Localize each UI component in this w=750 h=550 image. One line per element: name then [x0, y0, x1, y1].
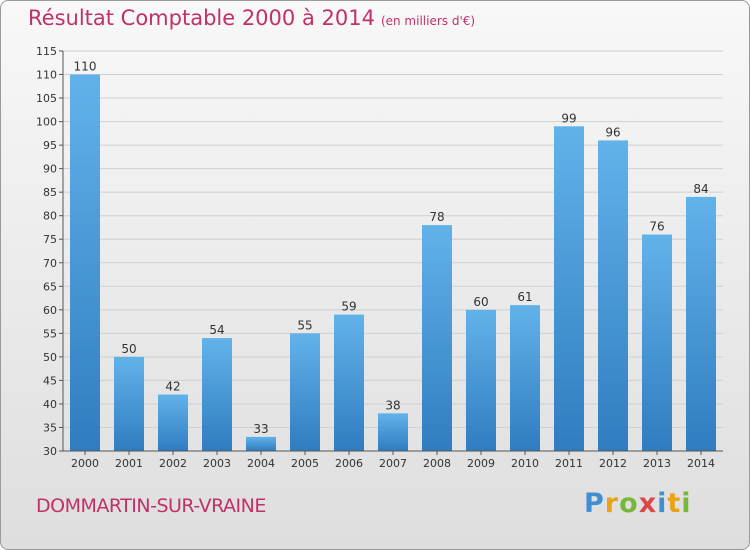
bar — [598, 140, 628, 452]
bar — [202, 338, 232, 451]
y-tick-label: 105 — [36, 92, 57, 105]
y-tick-label: 30 — [43, 445, 57, 458]
chart-title: Résultat Comptable 2000 à 2014 (en millie… — [28, 6, 475, 30]
bar — [334, 314, 364, 451]
data-label: 110 — [74, 60, 97, 74]
data-label: 60 — [473, 295, 488, 309]
y-tick-label: 115 — [36, 45, 57, 58]
bar — [246, 436, 276, 451]
logo-letter: P — [584, 488, 605, 519]
x-tick-label: 2012 — [599, 457, 627, 470]
bar — [290, 333, 320, 451]
data-label: 50 — [121, 342, 136, 356]
y-tick-label: 85 — [43, 186, 57, 199]
bar — [510, 305, 540, 451]
y-tick-label: 75 — [43, 233, 57, 246]
logo-letter: i — [681, 488, 692, 519]
y-tick-label: 60 — [43, 304, 57, 317]
x-tick-label: 2014 — [687, 457, 715, 470]
y-tick-label: 110 — [36, 69, 57, 82]
y-tick-label: 35 — [43, 421, 57, 434]
y-tick-label: 100 — [36, 116, 57, 129]
y-tick-label: 70 — [43, 257, 57, 270]
data-label: 59 — [341, 300, 356, 314]
data-label: 76 — [649, 220, 664, 234]
y-tick-label: 65 — [43, 280, 57, 293]
bar — [554, 126, 584, 451]
bar — [158, 394, 188, 451]
data-label: 99 — [561, 111, 576, 125]
x-tick-label: 2011 — [555, 457, 583, 470]
bar — [642, 234, 672, 451]
data-label: 78 — [429, 210, 444, 224]
x-tick-label: 2009 — [467, 457, 495, 470]
data-label: 61 — [517, 290, 532, 304]
y-tick-label: 95 — [43, 139, 57, 152]
bar — [466, 309, 496, 451]
axes — [59, 50, 723, 455]
data-label: 96 — [605, 125, 620, 139]
logo-letter: x — [638, 488, 658, 519]
bar — [686, 196, 716, 451]
labels: 30 35 40 45 50 55 60 65 70 75 80 85 90 95 100 105 110 115… — [36, 45, 715, 470]
y-tick-label: 90 — [43, 163, 57, 176]
x-tick-label: 2013 — [643, 457, 671, 470]
y-tick-label: 55 — [43, 327, 57, 340]
x-tick-label: 2001 — [115, 457, 143, 470]
x-tick-label: 2006 — [335, 457, 363, 470]
data-label: 55 — [297, 318, 312, 332]
bar — [378, 413, 408, 451]
title-text: Résultat Comptable 2000 à 2014 — [28, 6, 375, 30]
x-tick-label: 2000 — [71, 457, 99, 470]
logo-letter: o — [619, 488, 639, 519]
x-tick-label: 2003 — [203, 457, 231, 470]
data-label: 33 — [253, 422, 268, 436]
y-tick-label: 80 — [43, 210, 57, 223]
data-label: 54 — [209, 323, 224, 337]
bar — [114, 356, 144, 451]
logo-letter: t — [667, 488, 682, 519]
x-tick-label: 2004 — [247, 457, 275, 470]
y-tick-label: 50 — [43, 351, 57, 364]
unit-note: (en milliers d'€) — [380, 14, 476, 28]
bar — [422, 225, 452, 451]
bars — [70, 74, 716, 452]
commune-name: DOMMARTIN-SUR-VRAINE — [36, 495, 266, 517]
logo-letter: i — [657, 488, 668, 519]
x-tick-label: 2005 — [291, 457, 319, 470]
data-label: 38 — [385, 398, 400, 412]
logo-letter: r — [604, 488, 620, 519]
data-label: 84 — [693, 182, 708, 196]
y-tick-label: 45 — [43, 374, 57, 387]
proxiti-logo: Proxiti — [584, 488, 692, 519]
y-tick-label: 40 — [43, 398, 57, 411]
x-tick-label: 2002 — [159, 457, 187, 470]
data-label: 42 — [165, 380, 180, 394]
x-tick-label: 2007 — [379, 457, 407, 470]
x-tick-label: 2008 — [423, 457, 451, 470]
bar — [70, 74, 100, 451]
x-tick-label: 2010 — [511, 457, 539, 470]
